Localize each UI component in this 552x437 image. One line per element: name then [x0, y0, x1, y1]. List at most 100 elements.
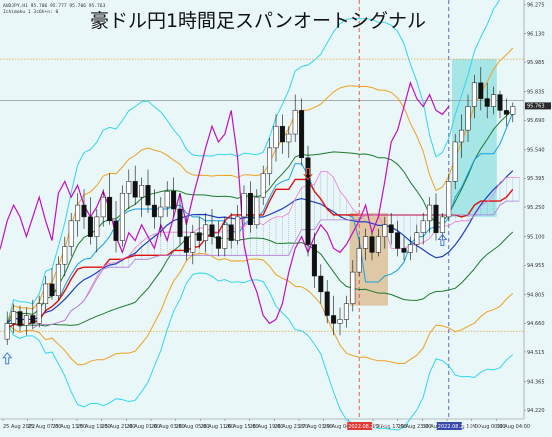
candle-body	[471, 82, 477, 107]
candle	[87, 197, 93, 245]
candle	[254, 189, 260, 229]
x-tick-label: 29 Aug 04:00	[324, 424, 358, 430]
x-tick-label: 30 Aug 00:00	[472, 424, 506, 430]
candle-body	[49, 283, 55, 297]
x-tick-label: 25 Aug 19:00	[77, 424, 111, 430]
y-tick-label: 95.100	[527, 234, 545, 240]
x-tick-label: 29 Aug 17:00	[373, 424, 407, 430]
candle-body	[145, 185, 151, 206]
y-tick-label: 95.540	[527, 148, 545, 154]
candle-body	[446, 181, 452, 218]
y-tick-label: 94.805	[527, 293, 545, 299]
chart-title: 豪ドル円1時間足スパンオートシグナル	[90, 10, 426, 32]
candle	[478, 67, 484, 111]
candle	[331, 295, 337, 336]
candle	[369, 232, 375, 261]
candle-body	[94, 216, 100, 237]
candle-body	[414, 232, 420, 245]
candle	[4, 311, 10, 346]
candle-body	[388, 224, 394, 233]
candle	[286, 126, 292, 158]
candle-body	[55, 263, 61, 297]
candle-body	[177, 208, 183, 237]
candle-body	[171, 191, 177, 210]
candle	[299, 98, 305, 166]
candle	[215, 220, 221, 257]
highlighted-time-label: 2022.08.29 21:00	[438, 424, 483, 430]
buy-signal-arrow-icon	[2, 352, 13, 365]
candle-body	[305, 157, 311, 245]
chikou-span	[0, 80, 450, 325]
candle	[446, 173, 452, 221]
candle	[497, 90, 503, 119]
candle	[471, 74, 477, 119]
candle	[311, 232, 317, 288]
candle-body	[17, 311, 23, 326]
candle-body	[126, 181, 132, 194]
candle-body	[254, 196, 260, 226]
candle-body	[119, 192, 125, 241]
candle	[151, 189, 157, 229]
candle-body	[36, 303, 42, 324]
candle-body	[484, 98, 490, 107]
candle-body	[267, 147, 273, 174]
candle	[324, 279, 330, 324]
candle-body	[228, 224, 234, 241]
candle	[132, 165, 138, 206]
candle	[427, 197, 433, 233]
candle	[279, 114, 285, 154]
candle-body	[459, 129, 465, 143]
candle	[158, 197, 164, 237]
symbol-info: AUDJPY,H1 95.706 95.777 95.706 95.763	[3, 3, 106, 9]
candle-body	[62, 246, 68, 265]
candle-body	[158, 206, 164, 218]
y-tick-label: 94.220	[527, 408, 545, 414]
x-tick-label: 26 Aug 23:00	[274, 424, 308, 430]
candle-body	[75, 204, 81, 222]
candle	[414, 224, 420, 253]
candle	[420, 212, 426, 245]
y-tick-label: 95.835	[527, 89, 545, 95]
x-tick-label: 26 Aug 05:00	[176, 424, 210, 430]
candle-body	[343, 303, 349, 320]
candle-body	[491, 94, 497, 107]
candle	[433, 193, 439, 241]
candle	[305, 145, 311, 257]
candle-body	[235, 216, 241, 241]
x-tick-label: 26 Aug 15:00	[225, 424, 259, 430]
x-tick-label: 25 Aug 21:00	[102, 424, 136, 430]
candle-body	[510, 106, 516, 115]
candle-body	[433, 204, 439, 233]
candle	[209, 209, 215, 245]
candle-body	[241, 192, 247, 218]
candle-body	[43, 283, 49, 304]
candle-body	[203, 224, 209, 241]
candle-body	[324, 291, 330, 316]
candle-body	[363, 236, 369, 249]
y-tick-label: 94.955	[527, 263, 545, 269]
x-tick-label: 29 Aug 23:00	[398, 424, 432, 430]
candle	[145, 169, 151, 213]
candle-body	[11, 311, 17, 324]
candle-body	[23, 315, 29, 326]
candle	[375, 228, 381, 257]
candle	[292, 94, 298, 142]
candle	[241, 185, 247, 225]
candle	[235, 205, 241, 245]
candle	[503, 98, 509, 127]
candle	[75, 193, 81, 237]
y-tick-label: 95.395	[527, 176, 545, 182]
candle	[113, 201, 119, 253]
candle	[36, 295, 42, 328]
y-tick-label: 96.275	[527, 3, 545, 9]
sell-signal-arrow-icon	[303, 168, 313, 181]
candle-body	[292, 110, 298, 135]
candle	[452, 134, 458, 190]
candle	[126, 169, 132, 210]
candle	[107, 173, 113, 225]
candle	[350, 260, 356, 312]
candle	[222, 216, 228, 257]
candle	[55, 256, 61, 300]
